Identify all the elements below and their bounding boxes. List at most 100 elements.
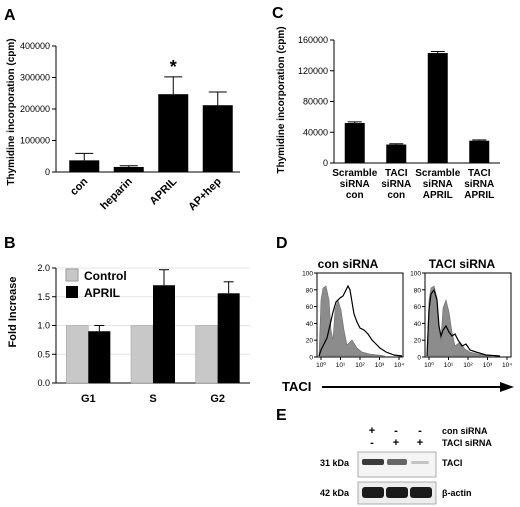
western-protein-label: TACI xyxy=(442,458,462,468)
panel-label-d: D xyxy=(276,235,288,252)
flow-arrow-head xyxy=(500,382,514,392)
chart-b-ytick-label: 0.0 xyxy=(37,378,50,388)
flow-left-control-histogram xyxy=(318,285,386,357)
chart-a-ytick-label: 400000 xyxy=(20,41,50,51)
flow-xtick-label: 10⁴ xyxy=(394,362,404,369)
chart-b-ylabel: Fold Increase xyxy=(7,277,19,348)
chart-b-legend-label: Control xyxy=(84,269,127,283)
chart-b: Fold Increase 0.0 0.5 1.0 1.5 2.0 G1 S G2 Contro… xyxy=(7,263,250,405)
chart-b-legend-swatch xyxy=(65,268,79,282)
western-protein-label: β-actin xyxy=(442,488,472,498)
chart-c-bar xyxy=(427,53,448,163)
western-mw-label: 42 kDa xyxy=(320,488,350,498)
western-condition-mark: + xyxy=(369,425,375,437)
chart-c-category-label: siRNA xyxy=(464,179,494,190)
flow-xtick-label: 10² xyxy=(355,362,365,369)
western-condition-mark: - xyxy=(418,425,422,437)
chart-c-category-label: APRIL xyxy=(423,190,453,201)
western-band xyxy=(362,487,384,498)
chart-a-bar xyxy=(69,160,100,172)
western-condition-mark: - xyxy=(370,437,374,449)
flow-ytick-label: 60 xyxy=(306,304,314,311)
chart-b-legend-label: APRIL xyxy=(84,286,120,300)
chart-c-bar xyxy=(469,140,490,163)
chart-a-category-label: con xyxy=(68,175,91,198)
flow-ytick-label: 100 xyxy=(410,271,421,278)
chart-c-ylabel: Thymidine incorporation (cpm) xyxy=(276,26,287,173)
chart-b-bar xyxy=(217,293,240,383)
chart-c-ytick-label: 160000 xyxy=(298,35,328,45)
chart-c-category-label: Scramble xyxy=(332,168,377,179)
western-mw-label: 31 kDa xyxy=(320,458,350,468)
flow-ytick-label: 0 xyxy=(309,355,313,362)
western-band xyxy=(362,459,384,465)
chart-c-category-label: Scramble xyxy=(415,168,460,179)
chart-b-bar xyxy=(153,285,175,383)
chart-b-ytick-label: 2.0 xyxy=(37,263,50,273)
chart-a-ytick-label: 300000 xyxy=(20,73,50,83)
flow-ytick-label: 40 xyxy=(306,321,314,328)
flow-left-title: con siRNA xyxy=(318,257,379,271)
chart-b-category-label: S xyxy=(149,393,156,405)
panel-label-e: E xyxy=(276,407,287,424)
chart-c-category-label: siRNA xyxy=(340,179,370,190)
chart-a-bar xyxy=(113,166,144,172)
chart-a-bar xyxy=(158,94,189,172)
flow-ytick-label: 80 xyxy=(306,287,314,294)
flow-xtick-label: 10¹ xyxy=(444,362,454,369)
chart-c-ytick-label: 0 xyxy=(323,158,328,168)
chart-b-bar xyxy=(130,325,154,384)
chart-a-significance-mark: * xyxy=(170,57,177,77)
flow-xtick-label: 10⁰ xyxy=(424,361,434,369)
chart-a-ytick-label: 0 xyxy=(45,167,50,177)
western-band xyxy=(411,461,429,464)
flow-ytick-label: 40 xyxy=(414,321,422,328)
chart-c-ytick-label: 80000 xyxy=(303,97,328,107)
chart-a-ylabel: Thymidine incorporation (cpm) xyxy=(6,38,17,185)
flow-ytick-label: 100 xyxy=(302,271,313,278)
flow-right-taci-histogram xyxy=(426,288,501,357)
chart-b-bar xyxy=(88,331,111,383)
flow-histograms: con siRNA TACI siRNA 0 20 40 60 80 100 10⁰ 10¹ 1… xyxy=(282,257,514,394)
flow-ytick-label: 20 xyxy=(414,338,422,345)
chart-b-ytick-label: 1.0 xyxy=(37,321,50,331)
chart-a-category-label: APRIL xyxy=(148,175,180,207)
flow-ytick-label: 20 xyxy=(306,338,314,345)
chart-b-legend-swatch xyxy=(66,286,78,298)
chart-b-bar xyxy=(195,325,218,384)
chart-b-ytick-label: 0.5 xyxy=(37,349,50,359)
flow-right-control-histogram xyxy=(426,285,493,357)
chart-c-category-label: con xyxy=(346,190,364,201)
chart-b-category-label: G2 xyxy=(210,393,225,405)
flow-ytick-label: 60 xyxy=(414,304,422,311)
western-condition-mark: + xyxy=(417,437,423,449)
chart-c-category-label: siRNA xyxy=(423,179,453,190)
chart-c: Thymidine incorporation (cpm) 0 40000 8000… xyxy=(276,26,500,201)
western-condition-mark: + xyxy=(393,437,399,449)
flow-xtick-label: 10⁴ xyxy=(502,362,512,369)
chart-b-bar xyxy=(66,325,89,384)
flow-xlabel: TACI xyxy=(282,379,311,394)
chart-c-ytick-label: 120000 xyxy=(298,66,328,76)
flow-xtick-label: 10³ xyxy=(483,362,493,369)
chart-a-bar xyxy=(202,105,233,172)
chart-a: Thymidine incorporation (cpm) 0 100000 200… xyxy=(6,38,240,213)
chart-c-bar xyxy=(386,144,407,163)
flow-xtick-label: 10⁰ xyxy=(316,361,326,369)
chart-a-category-label: AP+hep xyxy=(186,175,224,213)
chart-c-ytick-label: 40000 xyxy=(303,127,328,137)
chart-b-category-label: G1 xyxy=(81,393,96,405)
chart-c-category-label: siRNA xyxy=(381,179,411,190)
chart-c-category-label: TACI xyxy=(468,168,491,179)
western-condition-label: TACI siRNA xyxy=(442,438,492,448)
flow-left-taci-histogram xyxy=(318,284,403,357)
flow-axis-ticks: 0 20 40 60 80 100 10⁰ 10¹ 10² 10³ 10⁴ 0 20 40 60 80 100 1… xyxy=(302,271,512,370)
chart-c-category-label: TACI xyxy=(385,168,408,179)
chart-c-bar xyxy=(344,123,365,163)
panel-label-c: C xyxy=(272,5,284,22)
chart-a-ytick-label: 200000 xyxy=(20,104,50,114)
flow-xtick-label: 10³ xyxy=(375,362,385,369)
chart-a-category-label: heparin xyxy=(98,175,135,212)
chart-c-category-label: con xyxy=(387,190,405,201)
